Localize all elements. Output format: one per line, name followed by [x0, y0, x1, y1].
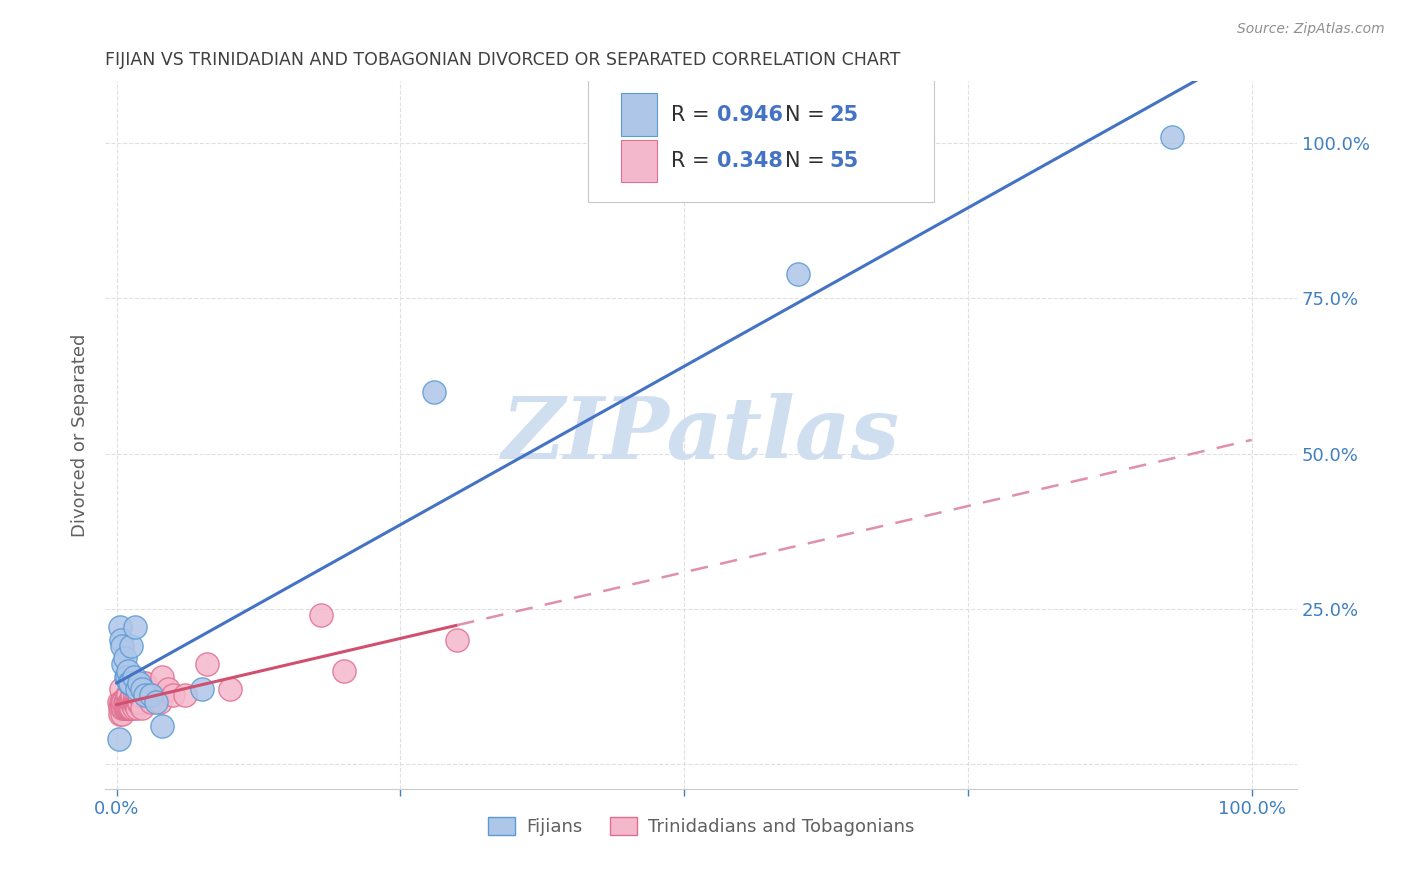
Text: ZIPatlas: ZIPatlas — [502, 393, 900, 476]
Point — [134, 682, 156, 697]
Point — [115, 670, 138, 684]
Point — [124, 689, 146, 703]
Point — [111, 701, 134, 715]
Point — [131, 676, 153, 690]
Point — [117, 695, 139, 709]
Point — [446, 632, 468, 647]
Y-axis label: Divorced or Separated: Divorced or Separated — [72, 334, 89, 537]
Point — [118, 701, 141, 715]
Point — [122, 695, 145, 709]
Point — [117, 701, 139, 715]
Point — [309, 607, 332, 622]
Point — [114, 670, 136, 684]
Point — [114, 701, 136, 715]
Point — [138, 689, 160, 703]
Point — [145, 695, 167, 709]
Point — [120, 695, 142, 709]
Point — [122, 670, 145, 684]
Point — [121, 689, 143, 703]
Point — [131, 682, 153, 697]
Point — [111, 695, 134, 709]
Text: N =: N = — [785, 152, 831, 171]
FancyBboxPatch shape — [588, 78, 934, 202]
Bar — [621, 140, 657, 183]
Point — [108, 620, 131, 634]
Point — [122, 701, 145, 715]
Point — [111, 639, 134, 653]
Text: 0.946: 0.946 — [717, 104, 783, 125]
Point — [190, 682, 212, 697]
Point — [108, 695, 131, 709]
Point — [150, 670, 173, 684]
Text: N =: N = — [785, 104, 831, 125]
Point — [162, 689, 184, 703]
Point — [117, 689, 139, 703]
Point — [219, 682, 242, 697]
Point — [120, 676, 142, 690]
Point — [127, 695, 149, 709]
Point — [423, 384, 446, 399]
Point — [149, 695, 172, 709]
Point — [110, 682, 132, 697]
Point — [112, 695, 135, 709]
Point — [142, 689, 165, 703]
Point — [786, 267, 808, 281]
Point — [120, 701, 142, 715]
Point — [139, 689, 162, 703]
Point — [121, 695, 143, 709]
Point — [134, 676, 156, 690]
Point — [134, 689, 156, 703]
Legend: Fijians, Trinidadians and Tobagonians: Fijians, Trinidadians and Tobagonians — [481, 809, 921, 843]
Bar — [621, 94, 657, 136]
Point — [108, 701, 131, 715]
Point — [332, 664, 354, 678]
Text: FIJIAN VS TRINIDADIAN AND TOBAGONIAN DIVORCED OR SEPARATED CORRELATION CHART: FIJIAN VS TRINIDADIAN AND TOBAGONIAN DIV… — [105, 51, 901, 69]
Point — [125, 682, 148, 697]
Point — [114, 651, 136, 665]
Point — [131, 701, 153, 715]
Point — [150, 719, 173, 733]
Point — [128, 695, 150, 709]
Point — [115, 701, 138, 715]
Point — [120, 701, 142, 715]
Point — [110, 632, 132, 647]
Point — [112, 701, 135, 715]
Point — [117, 664, 139, 678]
Point — [145, 689, 167, 703]
Point — [108, 707, 131, 722]
Point — [114, 695, 136, 709]
Text: Source: ZipAtlas.com: Source: ZipAtlas.com — [1237, 22, 1385, 37]
Text: R =: R = — [671, 104, 717, 125]
Text: 0.348: 0.348 — [717, 152, 783, 171]
Point — [124, 695, 146, 709]
Point — [110, 695, 132, 709]
Point — [120, 639, 142, 653]
Point — [124, 620, 146, 634]
Point — [173, 689, 195, 703]
Point — [115, 689, 138, 703]
Point — [118, 676, 141, 690]
Point — [1161, 130, 1184, 145]
Point — [125, 701, 148, 715]
Point — [128, 689, 150, 703]
Text: R =: R = — [671, 152, 717, 171]
Point — [128, 676, 150, 690]
Point — [111, 707, 134, 722]
Point — [125, 689, 148, 703]
Point — [139, 695, 162, 709]
Point — [120, 695, 142, 709]
Point — [114, 695, 136, 709]
Text: 55: 55 — [830, 152, 859, 171]
Text: 25: 25 — [830, 104, 859, 125]
Point — [112, 657, 135, 672]
Point — [118, 695, 141, 709]
Point — [195, 657, 218, 672]
Point — [156, 682, 179, 697]
Point — [114, 701, 136, 715]
Point — [108, 731, 131, 746]
Point — [125, 695, 148, 709]
